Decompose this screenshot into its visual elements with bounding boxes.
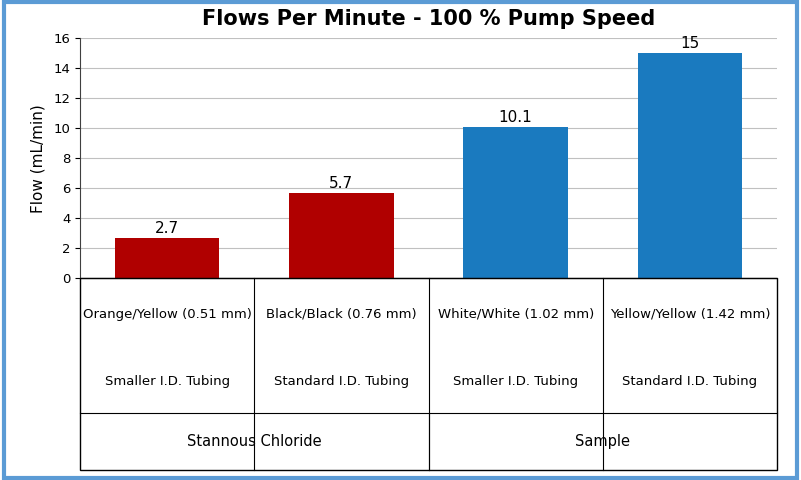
Text: Stannous Chloride: Stannous Chloride <box>187 434 322 449</box>
Text: Orange/Yellow (0.51 mm): Orange/Yellow (0.51 mm) <box>83 308 252 321</box>
Bar <box>463 127 568 278</box>
Bar <box>289 193 393 278</box>
Text: Black/Black (0.76 mm): Black/Black (0.76 mm) <box>266 308 417 321</box>
Title: Flows Per Minute - 100 % Pump Speed: Flows Per Minute - 100 % Pump Speed <box>202 9 655 28</box>
Text: Smaller I.D. Tubing: Smaller I.D. Tubing <box>105 375 230 388</box>
Bar <box>638 53 743 278</box>
Text: Yellow/Yellow (1.42 mm): Yellow/Yellow (1.42 mm) <box>610 308 770 321</box>
Text: 10.1: 10.1 <box>499 109 533 125</box>
Text: 5.7: 5.7 <box>329 176 353 191</box>
Text: 2.7: 2.7 <box>155 221 179 236</box>
Text: Sample: Sample <box>575 434 630 449</box>
Text: Standard I.D. Tubing: Standard I.D. Tubing <box>622 375 758 388</box>
Y-axis label: Flow (mL/min): Flow (mL/min) <box>30 104 45 213</box>
Text: White/White (1.02 mm): White/White (1.02 mm) <box>437 308 594 321</box>
Text: Standard I.D. Tubing: Standard I.D. Tubing <box>274 375 409 388</box>
Bar <box>115 238 219 278</box>
Text: 15: 15 <box>680 36 699 51</box>
Text: Smaller I.D. Tubing: Smaller I.D. Tubing <box>453 375 578 388</box>
